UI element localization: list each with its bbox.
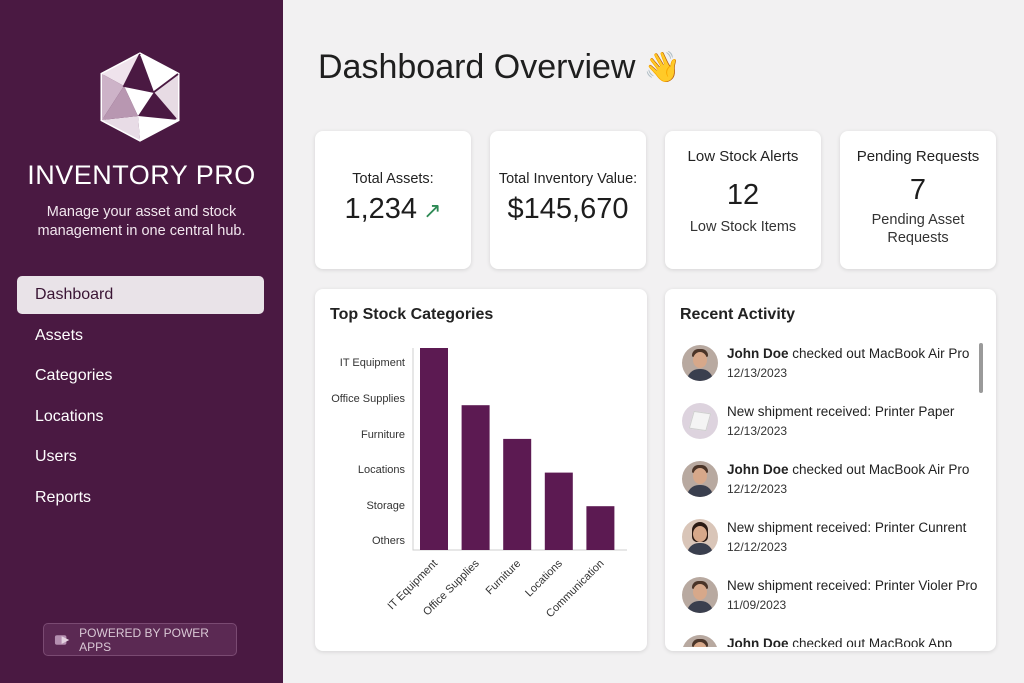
stat-value: $145,670 — [507, 193, 629, 225]
y-tick-label: Locations — [358, 464, 406, 476]
activity-description: New shipment received: Printer Cunrent — [727, 520, 967, 535]
stat-label: Pending Requests — [856, 148, 980, 165]
y-tick-label: Office Supplies — [331, 393, 405, 405]
avatar — [682, 635, 718, 647]
activity-description: checked out MacBook Air Pro — [788, 462, 970, 477]
package-icon — [682, 403, 718, 439]
y-tick-label: Furniture — [361, 429, 405, 441]
activity-list[interactable]: John Doe checked out MacBook Air Pro 12/1… — [682, 345, 982, 647]
activity-text: John Doe checked out MacBook App — [727, 635, 952, 647]
stat-value: 12 — [726, 179, 760, 211]
activity-item[interactable]: New shipment received: Printer Violer Pr… — [682, 577, 982, 635]
activity-item[interactable]: John Doe checked out MacBook Air Pro 12/1… — [682, 461, 982, 519]
activity-description: checked out MacBook App — [788, 636, 953, 647]
activity-text: John Doe checked out MacBook Air Pro — [727, 461, 969, 478]
avatar — [682, 461, 718, 497]
activity-text: New shipment received: Printer Cunrent — [727, 519, 966, 536]
activity-item[interactable]: John Doe checked out MacBook App — [682, 635, 982, 647]
activity-description: New shipment received: Printer Paper — [727, 404, 955, 419]
stat-card-inventory-value[interactable]: Total Inventory Value: $145,670 — [490, 131, 646, 269]
arrow-up-right-icon: ↗ — [423, 198, 442, 223]
activity-text: New shipment received: Printer Violer Pr… — [727, 577, 977, 594]
activity-actor: John Doe — [727, 462, 789, 477]
activity-item[interactable]: New shipment received: Printer Cunrent 12… — [682, 519, 982, 577]
activity-date: 12/13/2023 — [727, 424, 788, 438]
activity-panel: Recent Activity John Doe checked out Mac… — [665, 289, 996, 651]
activity-date: 12/12/2023 — [727, 482, 788, 496]
power-apps-icon — [54, 634, 70, 645]
y-tick-label: IT Equipment — [340, 357, 405, 369]
y-tick-label: Storage — [366, 500, 405, 512]
stat-card-pending[interactable]: Pending Requests 7 Pending Asset Request… — [840, 131, 996, 269]
sidebar: INVENTORY PRO Manage your asset and stoc… — [0, 0, 283, 683]
activity-description: New shipment received: Printer Violer Pr… — [727, 578, 978, 593]
logo-icon — [100, 52, 180, 142]
chart-panel: Top Stock Categories IT Equipment Office … — [315, 289, 647, 651]
activity-title: Recent Activity — [680, 306, 795, 323]
bar[interactable] — [586, 506, 615, 550]
chart-title: Top Stock Categories — [330, 306, 494, 323]
page-title-text: Dashboard Overview — [318, 48, 636, 86]
nav-item-categories[interactable]: Categories — [35, 367, 113, 384]
stat-label: Total Inventory Value: — [498, 171, 638, 187]
avatar — [682, 519, 718, 555]
powered-by-label: POWERED BY POWER APPS — [79, 625, 209, 654]
activity-date: 11/09/2023 — [727, 598, 787, 612]
activity-scrollbar[interactable] — [979, 343, 983, 393]
nav-item-assets[interactable]: Assets — [35, 327, 84, 344]
stat-label: Low Stock Alerts — [687, 148, 799, 165]
nav-item-reports[interactable]: Reports — [35, 489, 92, 506]
activity-date: 12/13/2023 — [727, 366, 788, 380]
activity-actor: John Doe — [727, 636, 789, 647]
stat-value: 7 — [909, 174, 927, 206]
bar[interactable] — [503, 438, 532, 550]
stat-label: Total Assets: — [352, 171, 434, 187]
nav-item-dashboard[interactable]: Dashboard — [17, 276, 264, 314]
bar[interactable] — [461, 405, 490, 550]
activity-text: New shipment received: Printer Paper — [727, 403, 954, 420]
activity-item[interactable]: New shipment received: Printer Paper 12/1… — [682, 403, 982, 461]
brand-tagline: Manage your asset and stock management i… — [37, 204, 246, 239]
stat-sub: Low Stock Items — [689, 219, 797, 235]
stat-sub: Pending Asset Requests — [871, 212, 965, 246]
stat-card-low-stock[interactable]: Low Stock Alerts 12 Low Stock Items — [665, 131, 821, 269]
y-tick-label: Others — [372, 535, 406, 547]
activity-actor: John Doe — [727, 346, 789, 361]
x-tick-label: Locations — [523, 557, 565, 599]
x-tick-label: Furniture — [484, 558, 524, 598]
nav-item-locations[interactable]: Locations — [35, 408, 104, 425]
activity-item[interactable]: John Doe checked out MacBook Air Pro 12/1… — [682, 345, 982, 403]
activity-description: checked out MacBook Air Pro — [788, 346, 970, 361]
page-title: Dashboard Overview 👋 — [318, 48, 681, 87]
avatar — [682, 345, 718, 381]
stat-card-total-assets[interactable]: Total Assets: 1,234 ↗ — [315, 131, 471, 269]
stat-value: 1,234 — [344, 193, 418, 225]
bar[interactable] — [544, 472, 573, 550]
brand-name: INVENTORY PRO — [27, 160, 256, 190]
nav-item-users[interactable]: Users — [35, 448, 77, 465]
activity-date: 12/12/2023 — [727, 540, 788, 554]
powered-by-badge[interactable]: POWERED BY POWER APPS — [43, 623, 237, 656]
bar[interactable] — [420, 348, 448, 550]
avatar — [682, 577, 718, 613]
activity-text: John Doe checked out MacBook Air Pro — [727, 345, 969, 362]
wave-emoji-icon: 👋 — [643, 51, 681, 84]
